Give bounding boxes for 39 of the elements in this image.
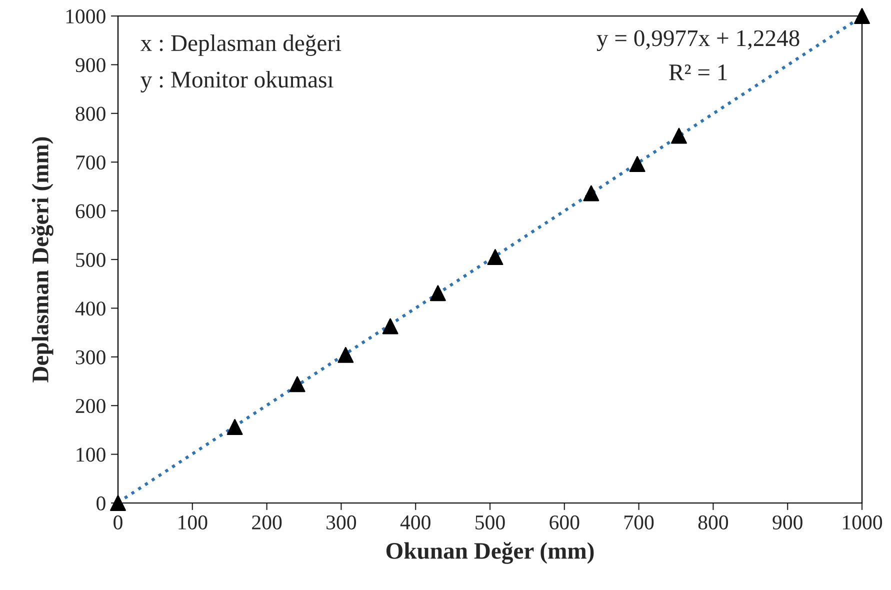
x-tick-label: 800 [698, 515, 728, 530]
y-tick-label: 900 [76, 58, 106, 72]
y-tick-label: 500 [76, 252, 106, 267]
y-tick-label: 600 [76, 204, 106, 218]
x-tick-label: 900 [772, 515, 802, 530]
y-tick-label: 100 [76, 448, 106, 462]
y-tick-label: 1000 [66, 9, 106, 24]
point [487, 249, 504, 266]
x-tick-label: 200 [252, 515, 282, 530]
x-tick-label: 400 [400, 515, 430, 530]
point [430, 285, 446, 302]
annotation: y = 0,9977x + 1,2248 [596, 30, 800, 52]
point [382, 318, 398, 334]
y-tick-label: 700 [76, 155, 106, 170]
x-tick-label: 600 [550, 515, 580, 530]
y-axis-title: Deplasman Değeri (mm) [32, 137, 54, 382]
point [629, 156, 646, 172]
y-tick-label: 300 [76, 350, 106, 364]
point [338, 346, 354, 363]
x-tick-label: 500 [476, 515, 505, 530]
point [226, 419, 243, 436]
annotation: x : Deplasman değeri [140, 34, 342, 56]
point [671, 128, 687, 144]
point [583, 185, 600, 202]
point [854, 8, 870, 24]
x-axis-title: Okunan Değer (mm) [386, 542, 594, 564]
y-tick-label: 800 [76, 106, 106, 121]
x-tick-label: 1000 [843, 515, 882, 530]
y-tick-label: 200 [76, 398, 106, 414]
y-tick-label: 0 [96, 496, 106, 510]
x-tick-label: 0 [114, 515, 122, 530]
x-tick-label: 100 [178, 515, 208, 530]
point [289, 376, 306, 392]
annotation: y : Monitor okuması [140, 71, 334, 92]
y-tick-label: 400 [75, 302, 106, 316]
x-tick-label: 300 [326, 515, 356, 530]
x-tick-label: 700 [624, 515, 654, 530]
point [110, 495, 126, 511]
annotation: R² = 1 [669, 64, 727, 80]
